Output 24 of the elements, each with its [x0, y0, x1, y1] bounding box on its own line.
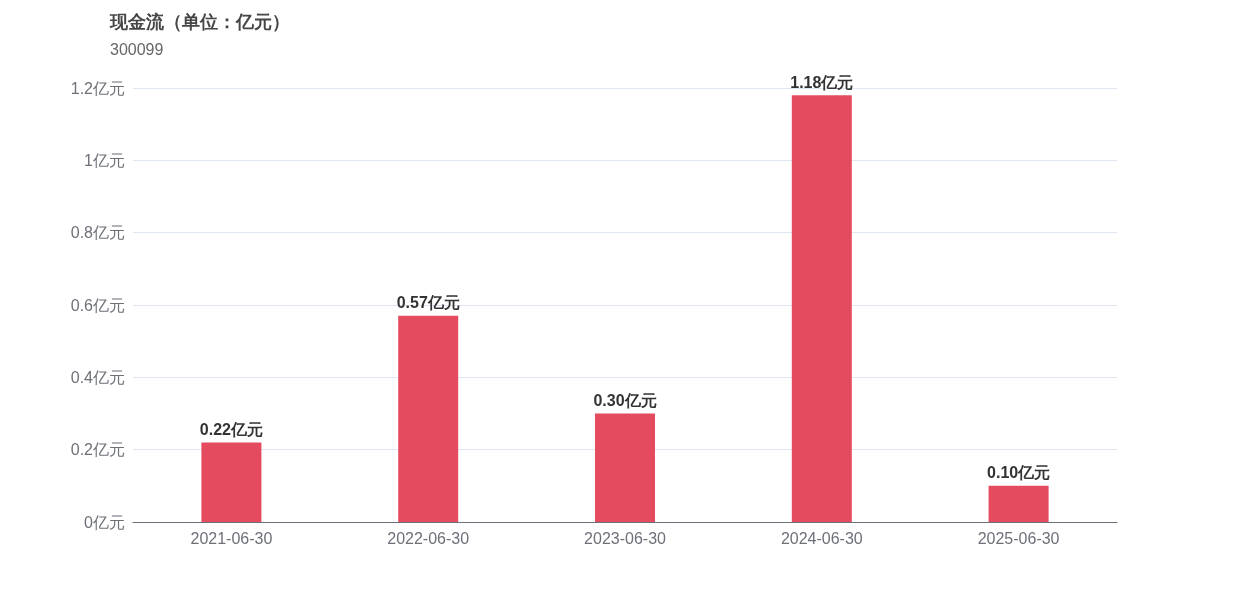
y-tick-label: 1.2亿元	[70, 79, 125, 97]
x-tick-label: 2025-06-30	[977, 529, 1060, 547]
y-tick-label: 0.8亿元	[70, 224, 125, 242]
x-tick-label: 2023-06-30	[584, 529, 667, 547]
y-tick-label: 0亿元	[84, 513, 125, 531]
data-label: 0.57亿元	[396, 294, 460, 312]
data-label: 0.22亿元	[199, 420, 263, 438]
y-tick-label: 0.2亿元	[70, 441, 125, 459]
bar	[201, 442, 262, 522]
bar	[988, 485, 1049, 522]
chart-subtitle: 300099	[110, 40, 164, 58]
x-tick-label: 2024-06-30	[780, 529, 863, 547]
data-label: 0.30亿元	[593, 392, 657, 409]
x-tick-label: 2021-06-30	[190, 529, 273, 547]
data-label: 1.18亿元	[790, 73, 854, 91]
bar	[791, 95, 852, 522]
y-tick-label: 1亿元	[84, 151, 125, 169]
x-tick-label: 2022-06-30	[387, 529, 470, 547]
y-tick-label: 0.6亿元	[70, 296, 125, 314]
chart-title: 现金流（单位：亿元）	[109, 12, 290, 32]
y-tick-label: 0.4亿元	[70, 368, 125, 386]
bar	[398, 315, 459, 522]
data-label: 0.10亿元	[987, 464, 1051, 482]
bar	[595, 413, 655, 522]
